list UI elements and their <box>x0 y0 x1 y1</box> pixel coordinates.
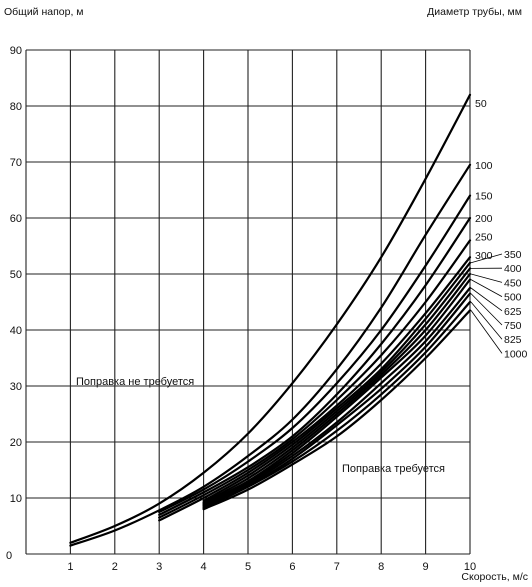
curve-100 <box>69 163 472 547</box>
x-tick-label: 1 <box>67 561 73 573</box>
diameter-label-625: 625 <box>504 306 522 318</box>
y-tick-label: 80 <box>10 101 22 113</box>
curve-150 <box>158 194 472 514</box>
diameter-label-250: 250 <box>475 231 493 243</box>
y-tick-label: 50 <box>10 269 22 281</box>
diameter-label-400: 400 <box>504 263 522 275</box>
y-tick-label: 10 <box>10 493 22 505</box>
curve-625 <box>202 286 472 507</box>
diameter-label-450: 450 <box>504 277 522 289</box>
diameter-label-150: 150 <box>475 191 493 203</box>
y-axis-title: Общий напор, м <box>4 6 84 18</box>
x-tick-label: 9 <box>423 561 429 573</box>
diameter-label-50: 50 <box>475 98 487 110</box>
y-tick-label: 40 <box>10 325 22 337</box>
leader-line-625 <box>470 287 503 312</box>
x-tick-label: 2 <box>112 561 118 573</box>
curve-50 <box>69 93 472 544</box>
diameter-label-1000: 1000 <box>504 348 528 360</box>
y-tick-label: 30 <box>10 381 22 393</box>
y-tick-label: 20 <box>10 437 22 449</box>
y-tick-label: 70 <box>10 157 22 169</box>
leader-line-750 <box>470 293 503 326</box>
right-axis-title: Диаметр трубы, мм <box>427 6 522 18</box>
curve-250 <box>158 239 472 519</box>
x-tick-label: 7 <box>334 561 340 573</box>
curve-300 <box>158 256 472 522</box>
leader-line-500 <box>470 279 503 297</box>
x-tick-label: 4 <box>201 561 207 573</box>
x-axis-title: Скорость, м/с <box>461 571 528 583</box>
leader-line-350 <box>470 253 503 264</box>
curve-350 <box>202 261 472 502</box>
curve-825 <box>202 300 472 510</box>
diameter-label-350: 350 <box>504 249 522 261</box>
x-tick-label: 8 <box>378 561 384 573</box>
diameter-label-200: 200 <box>475 213 493 225</box>
x-tick-label: 5 <box>245 561 251 573</box>
leader-line-1000 <box>470 310 503 354</box>
y-tick-label: 90 <box>10 45 22 57</box>
curve-500 <box>202 278 472 506</box>
curve-1000 <box>202 309 472 511</box>
diameter-label-300: 300 <box>475 250 493 262</box>
x-tick-label: 6 <box>289 561 295 573</box>
y-tick-label: 60 <box>10 213 22 225</box>
leader-line-450 <box>470 273 503 283</box>
diameter-label-500: 500 <box>504 292 522 304</box>
diameter-label-100: 100 <box>475 160 493 172</box>
curve-200 <box>158 216 472 516</box>
x-tick-label: 10 <box>464 561 476 573</box>
leader-line-825 <box>470 301 503 340</box>
diameter-label-825: 825 <box>504 334 522 346</box>
diameter-label-750: 750 <box>504 320 522 332</box>
origin-label: 0 <box>6 550 12 562</box>
note-correction: Поправка требуется <box>342 463 445 475</box>
x-tick-label: 3 <box>156 561 162 573</box>
note-no-correction: Поправка не требуется <box>76 376 194 388</box>
curve-400 <box>202 267 472 504</box>
